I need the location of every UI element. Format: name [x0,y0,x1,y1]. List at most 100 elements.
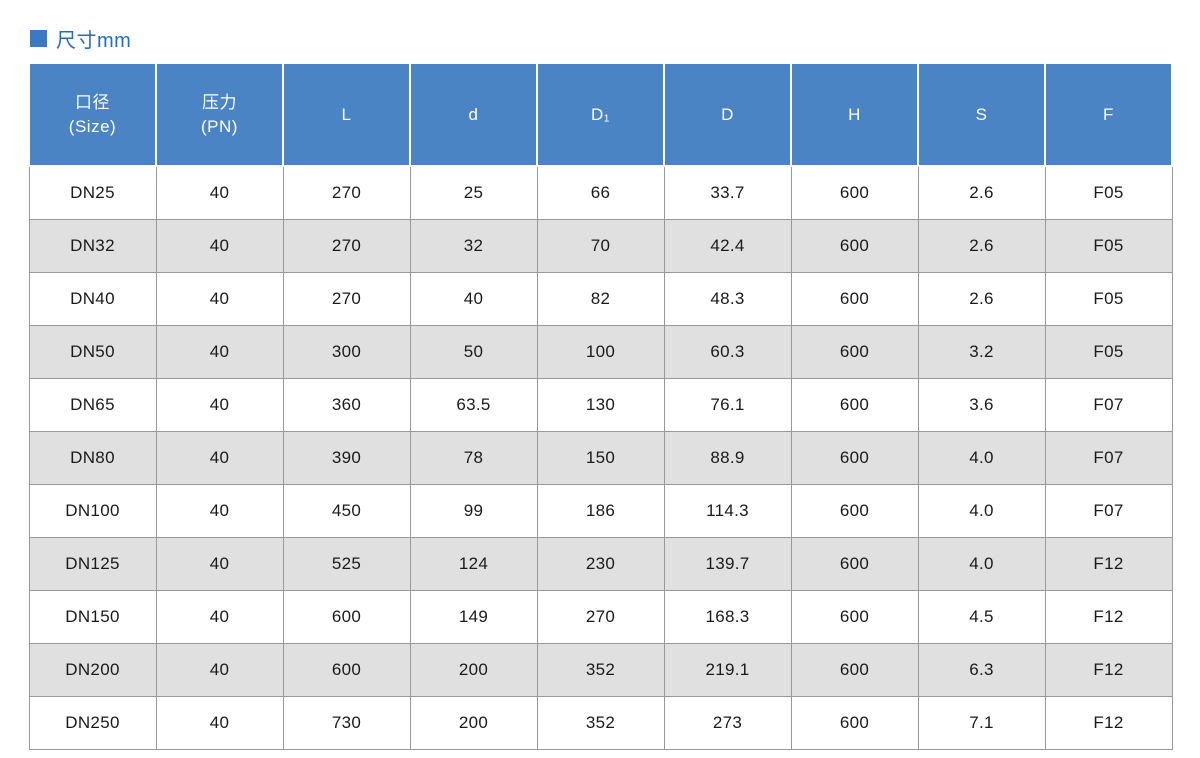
table-cell: 149 [409,590,538,644]
table-cell: 600 [790,431,919,485]
table-cell: F07 [1044,431,1173,485]
table-cell: DN50 [28,325,157,379]
table-cell: 25 [409,165,538,220]
table-cell: 600 [790,325,919,379]
table-cell: 270 [282,219,411,273]
table-cell: 168.3 [663,590,792,644]
table-cell: DN100 [28,484,157,538]
table-cell: 150 [536,431,665,485]
table-cell: 300 [282,325,411,379]
table-cell: 82 [536,272,665,326]
table-cell: 730 [282,696,411,750]
table-cell: 7.1 [917,696,1046,750]
table-cell: 3.2 [917,325,1046,379]
table-cell: 40 [155,272,284,326]
table-cell: 40 [155,696,284,750]
table-cell: 70 [536,219,665,273]
table-cell: 40 [155,484,284,538]
table-cell: 6.3 [917,643,1046,697]
table-row: DN40 40 270 40 82 48.3 600 2.6 F05 [28,272,1173,326]
table-cell: DN200 [28,643,157,697]
table-cell: 600 [790,272,919,326]
table-row: DN32 40 270 32 70 42.4 600 2.6 F05 [28,219,1173,273]
table-row: DN150 40 600 149 270 168.3 600 4.5 F12 [28,590,1173,644]
table-cell: DN65 [28,378,157,432]
table-cell: 2.6 [917,272,1046,326]
table-cell: 40 [155,431,284,485]
table-cell: 32 [409,219,538,273]
table-cell: 42.4 [663,219,792,273]
table-cell: 33.7 [663,165,792,220]
table-cell: 390 [282,431,411,485]
table-cell: 230 [536,537,665,591]
section-title-label: 尺寸mm [56,29,132,52]
table-cell: DN32 [28,219,157,273]
table-cell: F12 [1044,643,1173,697]
table-cell: 40 [155,325,284,379]
table-cell: 270 [282,272,411,326]
table-cell: 600 [790,696,919,750]
table-cell: 600 [282,590,411,644]
table-body: DN25 40 270 25 66 33.7 600 2.6 F05 DN32 40 270 32 70 4… [28,165,1173,750]
table-cell: 270 [282,165,411,220]
table-cell: F12 [1044,696,1173,750]
table-cell: 600 [790,643,919,697]
table-cell: 40 [155,643,284,697]
table-cell: 4.5 [917,590,1046,644]
table-cell: 2.6 [917,165,1046,220]
table-cell: 139.7 [663,537,792,591]
blue-square-bullet-icon [30,29,47,47]
table-cell: 450 [282,484,411,538]
table-cell: 600 [790,165,919,220]
table-cell: DN80 [28,431,157,485]
section-title: 尺寸mm [30,27,1172,52]
table-row: DN25 40 270 25 66 33.7 600 2.6 F05 [28,165,1173,220]
column-header-f: F [1044,62,1173,167]
table-cell: 48.3 [663,272,792,326]
table-cell: 600 [790,378,919,432]
table-cell: 2.6 [917,219,1046,273]
table-cell: 130 [536,378,665,432]
column-header-s: S [917,62,1046,167]
table-cell: 66 [536,165,665,220]
table-cell: 99 [409,484,538,538]
column-header-d-big: D [663,62,792,167]
column-header-d1: D₁ [536,62,665,167]
dimensions-table: 口径 (Size) 压力 (PN) L d D₁ D H S F DN25 40 2… [28,62,1173,750]
table-cell: 360 [282,378,411,432]
table-cell: F05 [1044,219,1173,273]
table-cell: 600 [790,537,919,591]
table-cell: 186 [536,484,665,538]
table-row: DN125 40 525 124 230 139.7 600 4.0 F12 [28,537,1173,591]
table-cell: 40 [155,219,284,273]
table-cell: 40 [155,378,284,432]
table-cell: DN150 [28,590,157,644]
table-cell: 50 [409,325,538,379]
column-header-pn: 压力 (PN) [155,62,284,167]
column-header-d-small: d [409,62,538,167]
table-cell: 600 [790,484,919,538]
table-row: DN200 40 600 200 352 219.1 600 6.3 F12 [28,643,1173,697]
table-cell: DN250 [28,696,157,750]
table-cell: DN125 [28,537,157,591]
table-cell: 124 [409,537,538,591]
table-cell: 270 [536,590,665,644]
column-header-size: 口径 (Size) [28,62,157,167]
table-cell: 60.3 [663,325,792,379]
table-row: DN250 40 730 200 352 273 600 7.1 F12 [28,696,1173,750]
table-cell: 600 [282,643,411,697]
table-cell: F12 [1044,590,1173,644]
table-header-row: 口径 (Size) 压力 (PN) L d D₁ D H S F [28,62,1173,167]
table-cell: 4.0 [917,537,1046,591]
column-header-l: L [282,62,411,167]
table-cell: F05 [1044,325,1173,379]
table-cell: 40 [155,537,284,591]
table-cell: 200 [409,643,538,697]
table-cell: 200 [409,696,538,750]
table-cell: F05 [1044,165,1173,220]
table-cell: DN25 [28,165,157,220]
table-cell: 100 [536,325,665,379]
table-cell: 78 [409,431,538,485]
table-cell: 600 [790,590,919,644]
